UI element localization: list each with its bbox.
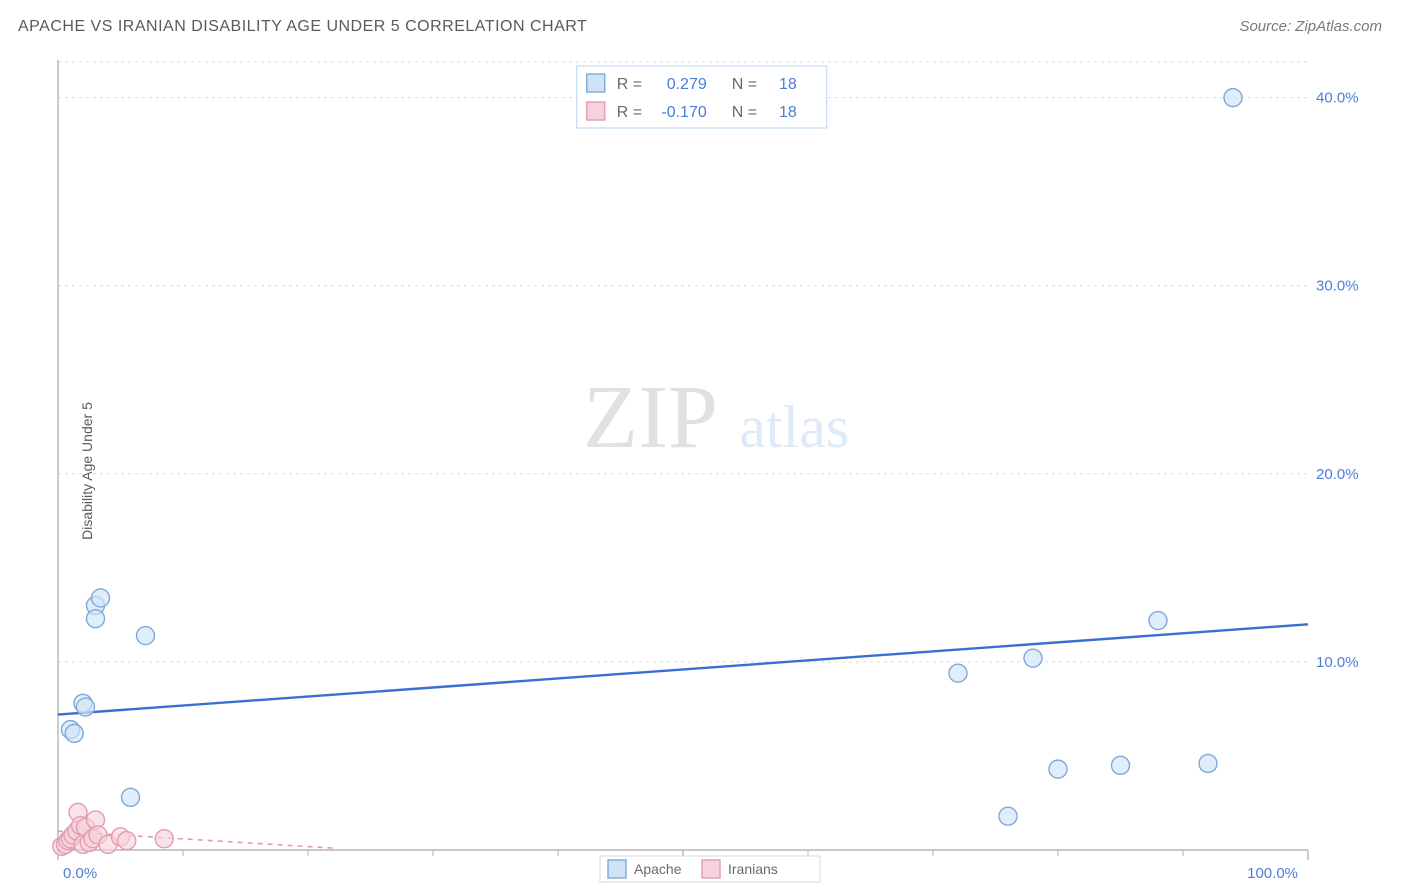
n-value: 18 — [779, 76, 797, 93]
data-point — [1024, 649, 1042, 667]
legend-swatch — [702, 860, 720, 878]
r-value: 0.279 — [667, 76, 707, 93]
x-tick-label: 100.0% — [1247, 865, 1298, 882]
x-tick-label: 0.0% — [63, 865, 97, 882]
n-label: N = — [732, 104, 757, 121]
data-point — [1112, 756, 1130, 774]
y-tick-label: 10.0% — [1316, 654, 1359, 671]
data-point — [87, 610, 105, 628]
legend-label: Iranians — [728, 861, 778, 877]
r-label: R = — [617, 104, 642, 121]
data-point — [92, 589, 110, 607]
data-point — [949, 664, 967, 682]
source-label: Source: ZipAtlas.com — [1239, 18, 1382, 35]
data-point — [122, 788, 140, 806]
data-point — [118, 832, 136, 850]
legend-swatch — [587, 102, 605, 120]
data-point — [65, 724, 83, 742]
legend-label: Apache — [634, 861, 682, 877]
legend-swatch — [587, 74, 605, 92]
data-point — [1224, 89, 1242, 107]
data-point — [77, 698, 95, 716]
legend-swatch — [608, 860, 626, 878]
data-point — [1199, 754, 1217, 772]
data-point — [1149, 612, 1167, 630]
scatter-plot: ZIP atlas 0.0% 100.0% 10.0% 20.0% 30.0% 40.0% R … — [18, 50, 1388, 890]
y-tick-label: 40.0% — [1316, 90, 1359, 107]
header: APACHE VS IRANIAN DISABILITY AGE UNDER 5… — [0, 0, 1406, 44]
y-axis-label: Disability Age Under 5 — [79, 402, 95, 540]
trend-line — [58, 624, 1308, 714]
data-point — [1049, 760, 1067, 778]
r-value: -0.170 — [661, 104, 706, 121]
data-point — [155, 830, 173, 848]
r-label: R = — [617, 76, 642, 93]
n-value: 18 — [779, 104, 797, 121]
watermark: atlas — [739, 394, 849, 460]
n-label: N = — [732, 76, 757, 93]
data-point — [999, 807, 1017, 825]
y-tick-label: 20.0% — [1316, 466, 1359, 483]
y-tick-label: 30.0% — [1316, 278, 1359, 295]
chart-area: Disability Age Under 5 ZIP atlas 0.0% 100.0… — [18, 50, 1388, 892]
chart-title: APACHE VS IRANIAN DISABILITY AGE UNDER 5… — [18, 18, 587, 36]
watermark: ZIP — [583, 368, 718, 467]
data-point — [137, 627, 155, 645]
